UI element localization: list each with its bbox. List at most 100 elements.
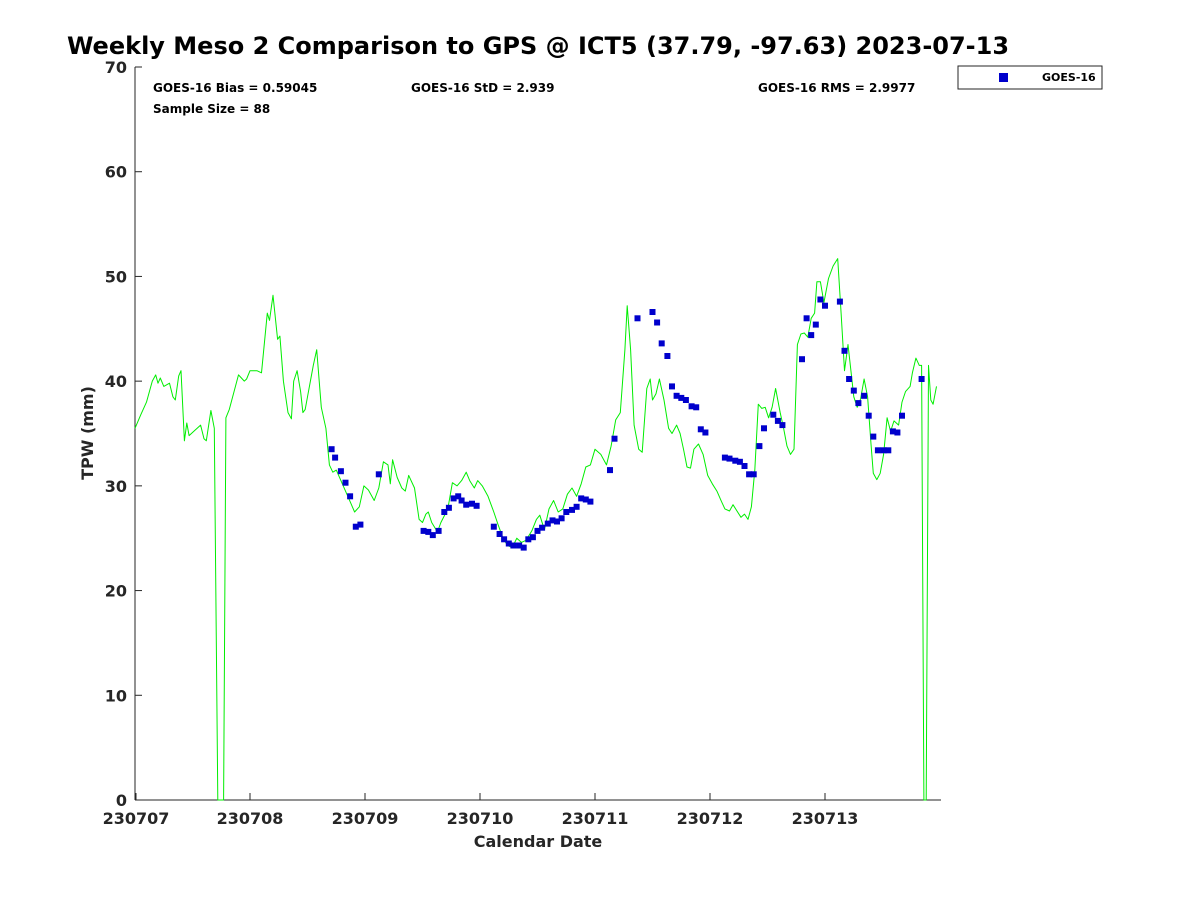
goes16-point <box>803 315 810 322</box>
legend-label-goes16: GOES-16 <box>1042 71 1096 84</box>
goes16-point <box>654 319 661 326</box>
goes16-point <box>563 509 570 515</box>
x-tick-label: 230708 <box>217 809 284 828</box>
chart-title: Weekly Meso 2 Comparison to GPS @ ICT5 (… <box>67 32 1009 60</box>
goes16-point <box>578 495 585 502</box>
goes16-point <box>812 321 819 328</box>
y-tick-label: 40 <box>105 372 127 391</box>
goes16-point <box>342 479 349 486</box>
goes16-point <box>337 468 344 475</box>
goes16-point <box>501 536 508 543</box>
goes16-point <box>746 471 753 478</box>
goes16-point <box>673 392 680 399</box>
goes16-point <box>693 404 700 411</box>
goes16-point <box>520 544 527 551</box>
legend-box <box>957 65 1103 90</box>
goes16-point <box>649 309 656 315</box>
plot-area <box>135 67 941 800</box>
y-ticks: 0 10 20 30 40 50 60 70 <box>105 58 142 810</box>
goes16-point <box>756 443 763 450</box>
goes16-point <box>894 429 901 436</box>
goes16-point <box>445 504 452 511</box>
goes16-point <box>841 347 848 354</box>
y-tick-label: 0 <box>116 791 127 810</box>
goes16-point <box>469 500 475 507</box>
goes16-point <box>375 471 382 478</box>
goes16-point <box>880 447 887 454</box>
goes16-point <box>582 496 589 503</box>
goes16-point <box>328 446 335 453</box>
goes16-point <box>463 501 470 508</box>
goes16-point <box>611 435 618 442</box>
x-tick-label: 230713 <box>792 809 859 828</box>
goes16-point <box>761 425 767 432</box>
goes16-point <box>357 521 364 528</box>
goes16-point <box>554 518 560 525</box>
x-axis-label: Calendar Date <box>474 832 603 851</box>
goes16-point <box>332 454 339 461</box>
goes16-point <box>850 387 857 394</box>
goes16-point <box>534 527 541 534</box>
goes16-point <box>918 376 925 382</box>
goes16-point <box>682 397 689 403</box>
goes16-point <box>496 531 503 537</box>
x-tick-label: 230707 <box>103 809 170 828</box>
goes16-point <box>861 392 868 399</box>
y-tick-label: 20 <box>105 582 127 601</box>
goes16-point <box>732 457 739 464</box>
goes16-point <box>822 302 828 309</box>
goes16-point <box>846 376 853 382</box>
goes16-point <box>429 532 436 539</box>
goes16-point <box>750 471 757 478</box>
goes16-point <box>702 429 709 436</box>
legend-marker-goes16 <box>999 73 1008 82</box>
goes16-point <box>736 458 743 465</box>
legend: GOES-16 <box>957 65 1103 90</box>
x-tick-label: 230710 <box>447 809 514 828</box>
goes16-point <box>607 467 613 474</box>
goes16-point <box>885 447 892 454</box>
goes16-point <box>473 502 480 509</box>
y-tick-label: 60 <box>105 163 127 182</box>
goes16-point <box>510 542 517 549</box>
goes16-point <box>799 356 805 363</box>
goes16-point <box>721 454 728 461</box>
goes16-point <box>458 497 465 504</box>
goes16-point <box>688 403 695 410</box>
goes16-point <box>587 498 594 505</box>
goes16-point <box>573 503 580 510</box>
goes16-point <box>779 422 786 429</box>
goes16-point <box>697 426 704 433</box>
goes16-point <box>544 520 551 527</box>
y-axis-label: TPW (mm) <box>78 386 97 480</box>
goes16-point <box>808 332 815 339</box>
goes16-point <box>741 463 748 469</box>
goes16-point <box>678 394 685 401</box>
goes16-point <box>441 509 448 515</box>
rms-annotation: GOES-16 RMS = 2.9977 <box>758 81 915 95</box>
goes16-point <box>774 417 781 424</box>
goes16-point <box>420 527 427 534</box>
goes16-point <box>836 298 843 305</box>
goes16-point <box>669 383 675 390</box>
goes16-point <box>347 493 354 500</box>
goes16-point <box>870 433 877 440</box>
goes16-point <box>865 412 872 419</box>
goes16-point <box>569 506 575 513</box>
goes16-point <box>425 528 432 535</box>
goes16-point <box>899 412 905 419</box>
goes16-point <box>889 428 896 435</box>
x-tick-label: 230709 <box>332 809 399 828</box>
goes16-point <box>490 523 497 530</box>
goes16-point <box>658 340 665 347</box>
goes16-point <box>549 517 556 524</box>
goes16-point <box>634 315 641 322</box>
goes16-point <box>770 411 777 418</box>
goes16-point <box>539 524 546 531</box>
bias-annotation: GOES-16 Bias = 0.59045 <box>153 81 317 95</box>
y-tick-label: 10 <box>105 686 127 705</box>
goes16-point <box>726 455 733 462</box>
goes16-point <box>664 353 671 359</box>
goes16-point <box>525 536 532 543</box>
goes16-point <box>529 534 536 541</box>
